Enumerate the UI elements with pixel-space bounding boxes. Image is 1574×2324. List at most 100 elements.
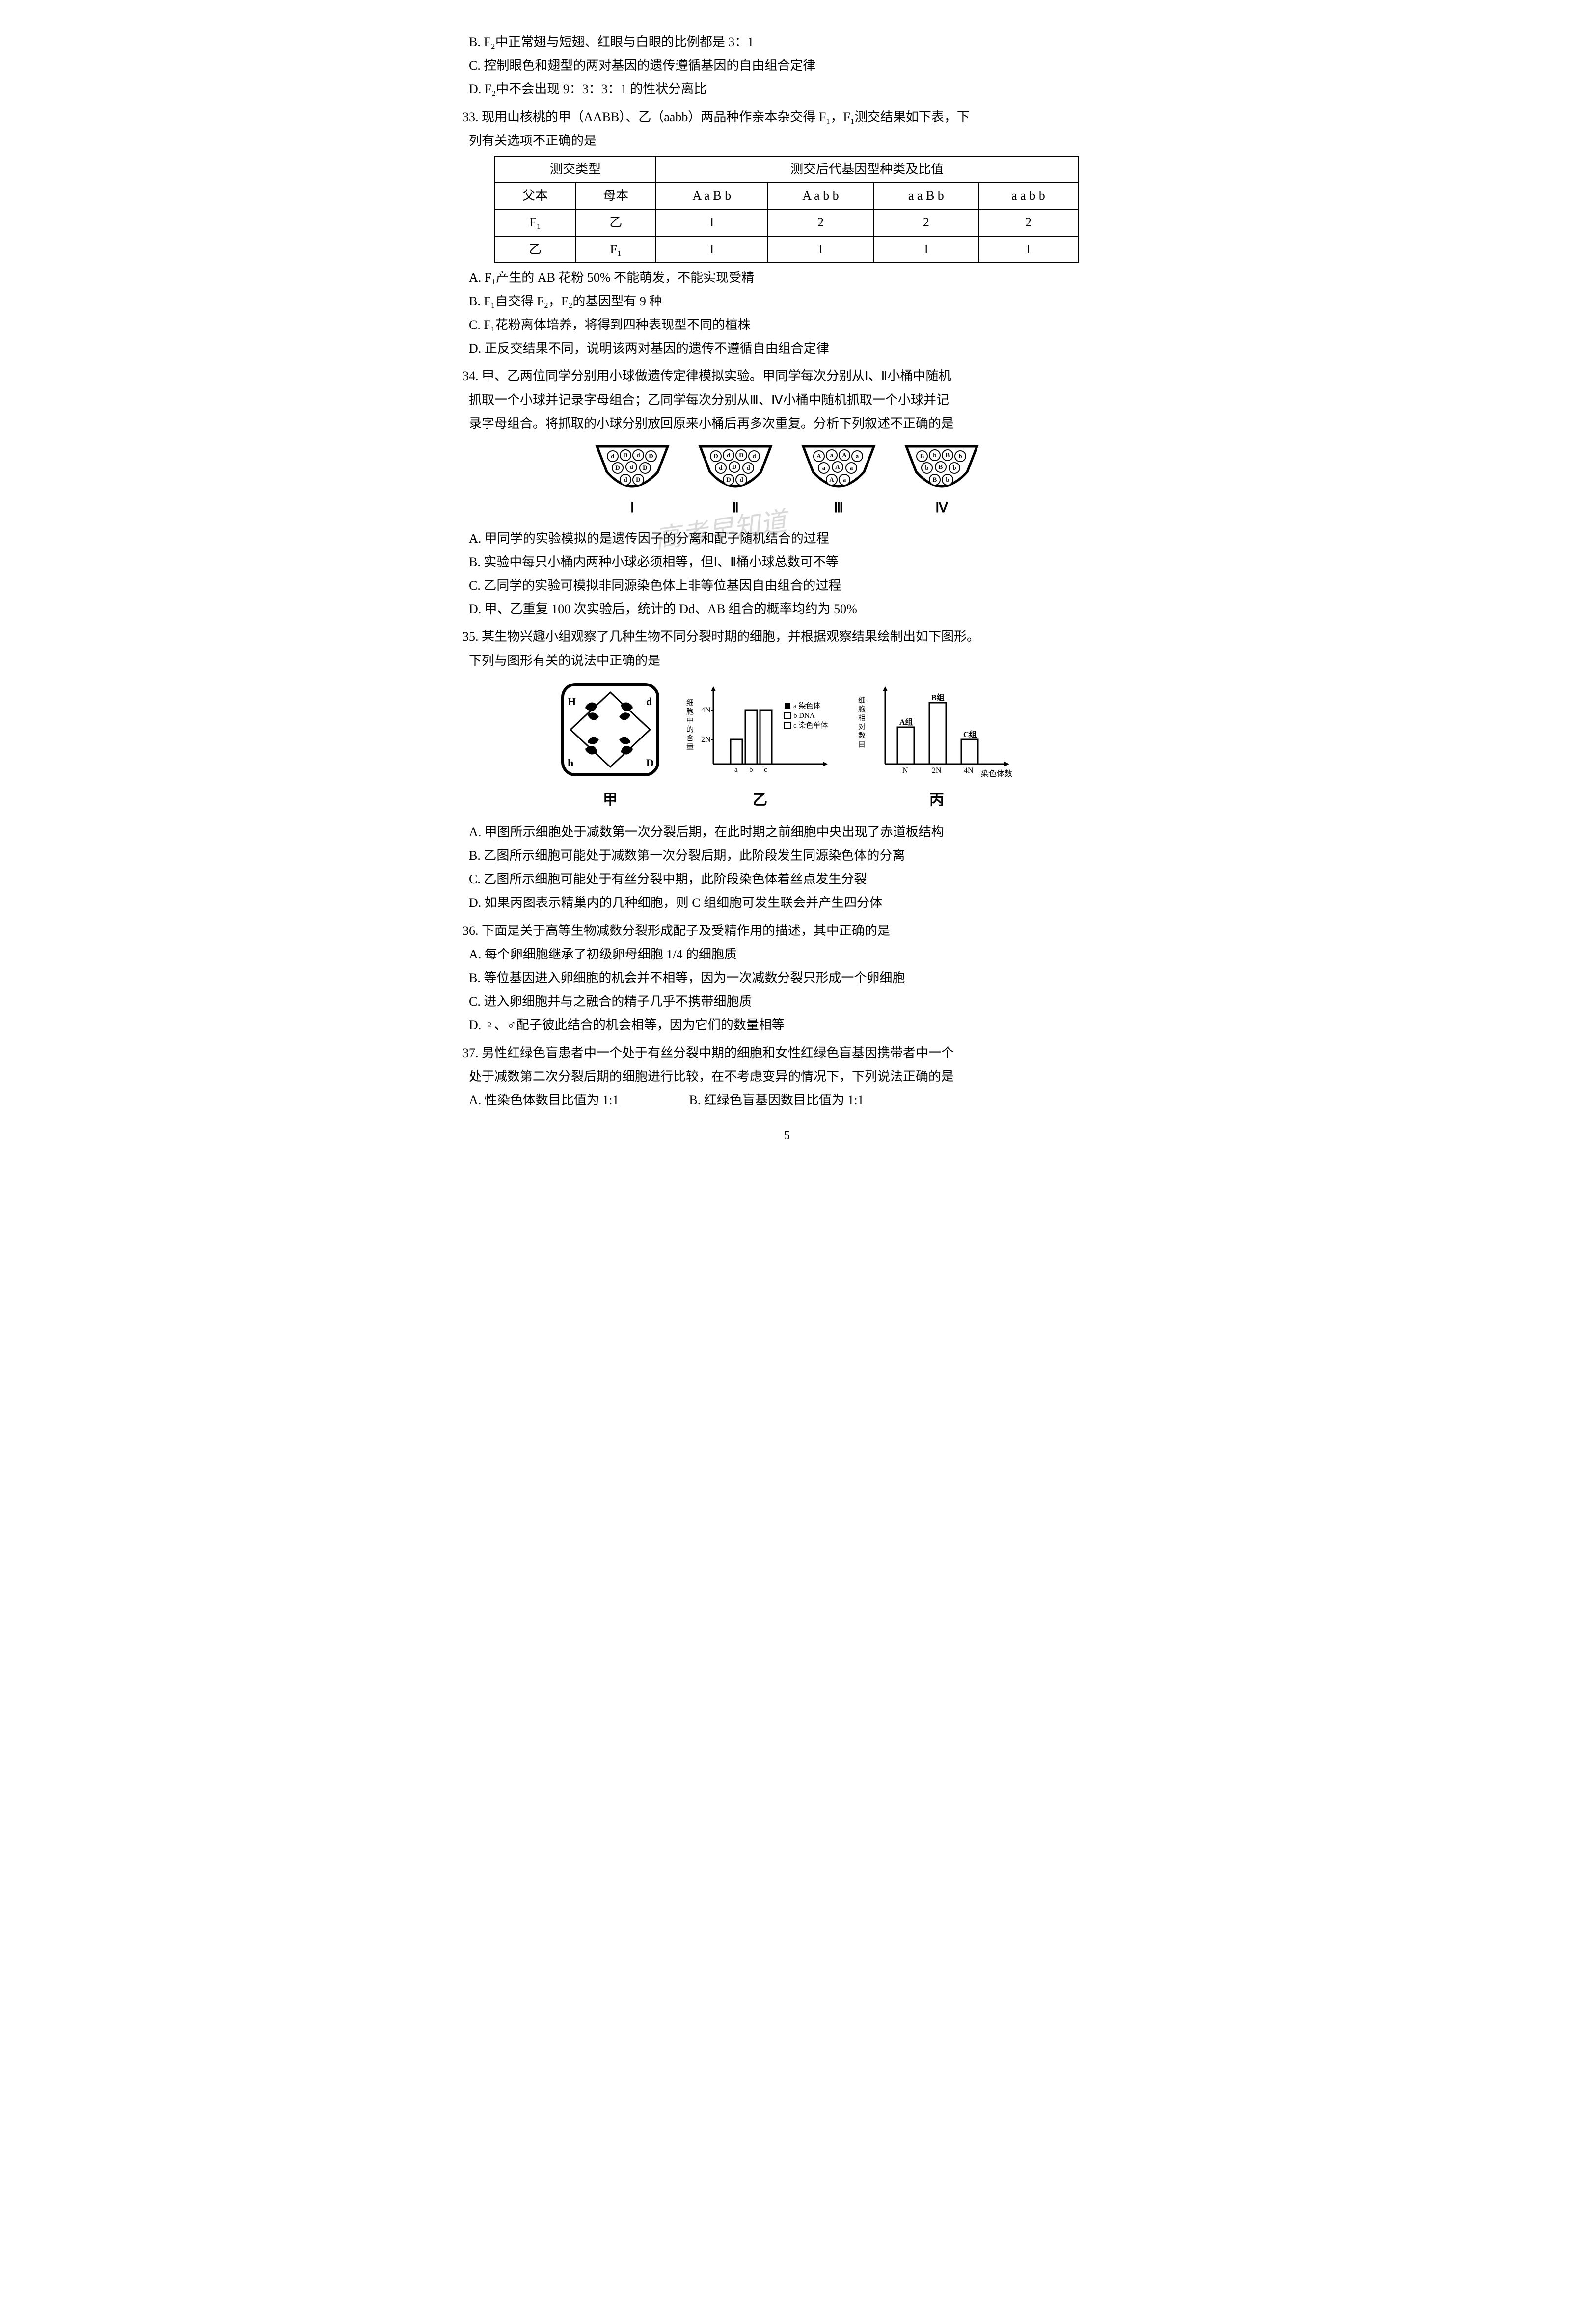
q35-stem: 35. 某生物兴趣小组观察了几种生物不同分裂时期的细胞，并根据观察结果绘制出如下… — [443, 626, 1131, 648]
svg-text:a: a — [830, 451, 834, 459]
svg-text:2N: 2N — [932, 766, 942, 775]
th-right: 测交后代基因型种类及比值 — [656, 156, 1078, 183]
bucket-label-2: Ⅱ — [694, 496, 777, 520]
q33-stem1: 现用山核桃的甲（AABB）、乙（aabb）两品种作亲本杂交得 F₁，F₁测交结果… — [482, 110, 970, 124]
svg-text:D: D — [623, 451, 627, 459]
svg-text:A: A — [842, 451, 847, 459]
fig-label-bing: 丙 — [858, 788, 1015, 813]
svg-text:D: D — [726, 476, 731, 483]
q35-b: B. 乙图所示细胞可能处于减数第一次分裂后期，此阶段发生同源染色体的分离 — [443, 845, 1131, 867]
svg-text:B: B — [939, 463, 943, 470]
q33-table: 测交类型 测交后代基因型种类及比值 父本 母本 A a B b A a b b … — [494, 156, 1079, 263]
q36-stemtext: 下面是关于高等生物减数分裂形成配子及受精作用的描述，其中正确的是 — [482, 924, 890, 938]
svg-text:D: D — [643, 464, 647, 471]
th-father: 父本 — [495, 183, 575, 209]
q37-stem2: 处于减数第二次分裂后期的细胞进行比较，在不考虑变异的情况下，下列说法正确的是 — [443, 1066, 1131, 1088]
svg-text:d: d — [636, 451, 640, 459]
svg-text:D: D — [739, 451, 743, 459]
svg-text:量: 量 — [686, 743, 694, 751]
bucket-2: DdDd dDd Dd Ⅱ — [694, 442, 777, 520]
q37-stem: 37. 男性红绿色盲患者中一个处于有丝分裂中期的细胞和女性红绿色盲基因携带者中一… — [443, 1042, 1131, 1064]
svg-text:B: B — [933, 476, 937, 483]
fig-label-yi: 乙 — [686, 788, 834, 813]
svg-text:4N: 4N — [964, 766, 974, 775]
svg-text:d: d — [611, 452, 615, 460]
q33-stem: 33. 现用山核桃的甲（AABB）、乙（aabb）两品种作亲本杂交得 F₁，F₁… — [443, 107, 1131, 128]
svg-text:b DNA: b DNA — [793, 712, 815, 720]
opt-c: C. 控制眼色和翅型的两对基因的遗传遵循基因的自由组合定律 — [443, 55, 1131, 77]
q34-b: B. 实验中每只小桶内两种小球必须相等，但Ⅰ、Ⅱ桶小球总数可不等 — [443, 551, 1131, 573]
svg-text:b: b — [958, 452, 962, 460]
q36-a: A. 每个卵细胞继承了初级卵母细胞 1/4 的细胞质 — [443, 944, 1131, 965]
svg-text:a: a — [843, 476, 846, 483]
svg-text:d: d — [629, 463, 633, 470]
svg-text:c: c — [764, 766, 767, 774]
svg-text:b: b — [749, 766, 753, 774]
svg-text:B: B — [946, 451, 950, 459]
svg-text:d: d — [624, 476, 627, 483]
svg-text:D: D — [713, 452, 718, 460]
q34-stem: 34. 甲、乙两位同学分别用小球做遗传定律模拟实验。甲同学每次分别从Ⅰ、Ⅱ小桶中… — [443, 365, 1131, 387]
svg-text:A: A — [816, 452, 821, 460]
q35-stem1: 某生物兴趣小组观察了几种生物不同分裂时期的细胞，并根据观察结果绘制出如下图形。 — [482, 629, 979, 644]
q33-c: C. F₁花粉离体培养，将得到四种表现型不同的植株 — [443, 314, 1131, 336]
table-row: F₁ 乙 1 2 2 2 — [495, 209, 1078, 236]
svg-text:b: b — [946, 476, 949, 483]
svg-text:胞: 胞 — [858, 705, 866, 713]
q36-d: D. ♀、♂配子彼此结合的机会相等，因为它们的数量相等 — [443, 1014, 1131, 1036]
table-row: 乙 F₁ 1 1 1 1 — [495, 236, 1078, 263]
fig-yi: 4N 2N a b c a 染色体 b DNA c 染色单体 — [686, 681, 834, 813]
svg-text:数: 数 — [858, 732, 866, 740]
q35-num: 35. — [462, 629, 479, 644]
svg-text:b: b — [925, 464, 928, 471]
svg-text:D: D — [615, 464, 620, 471]
th-left: 测交类型 — [495, 156, 656, 183]
svg-text:的: 的 — [686, 725, 694, 734]
svg-text:胞: 胞 — [686, 708, 694, 716]
svg-text:b: b — [952, 464, 956, 471]
svg-text:对: 对 — [858, 723, 866, 731]
q35-stem2: 下列与图形有关的说法中正确的是 — [443, 650, 1131, 672]
svg-text:D: D — [636, 476, 640, 483]
fig-jia: H d h D 甲 — [559, 681, 662, 813]
q37-a: A. 性染色体数目比值为 1:1 — [469, 1093, 619, 1107]
page-number: 5 — [443, 1126, 1131, 1146]
q36-num: 36. — [462, 924, 479, 938]
opt-d: D. F₂中不会出现 9：3：3：1 的性状分离比 — [443, 79, 1131, 100]
svg-text:N: N — [902, 766, 908, 775]
svg-text:含: 含 — [686, 734, 694, 742]
svg-text:2N: 2N — [701, 736, 711, 744]
q34-num: 34. — [462, 369, 479, 383]
q35-a: A. 甲图所示细胞处于减数第一次分裂后期，在此时期之前细胞中央出现了赤道板结构 — [443, 821, 1131, 843]
bucket-3: AaAa aAa Aa Ⅲ — [797, 442, 880, 520]
svg-text:a 染色体: a 染色体 — [793, 702, 820, 710]
svg-text:a: a — [734, 766, 738, 774]
q34-a: A. 甲同学的实验模拟的是遗传因子的分离和配子随机结合的过程 — [443, 528, 1131, 549]
svg-text:细: 细 — [858, 696, 866, 705]
q34-stem2: 抓取一个小球并记录字母组合；乙同学每次分别从Ⅲ、Ⅳ小桶中随机抓取一个小球并记 — [443, 389, 1131, 411]
q33-b: B. F₁自交得 F₂，F₂的基因型有 9 种 — [443, 291, 1131, 312]
svg-text:B组: B组 — [931, 693, 945, 702]
svg-text:细: 细 — [686, 699, 694, 707]
svg-text:D: D — [732, 463, 736, 470]
q36-c: C. 进入卵细胞并与之融合的精子几乎不携带细胞质 — [443, 991, 1131, 1012]
svg-text:a: a — [822, 464, 826, 471]
svg-text:中: 中 — [686, 716, 694, 725]
q33-stem2: 列有关选项不正确的是 — [443, 130, 1131, 152]
svg-text:D: D — [649, 452, 653, 460]
svg-text:d: d — [727, 451, 731, 459]
bucket-label-1: Ⅰ — [591, 496, 674, 520]
svg-text:C组: C组 — [963, 730, 977, 739]
q34-stem3: 录字母组合。将抓取的小球分别放回原来小桶后再多次重复。分析下列叙述不正确的是 — [443, 413, 1131, 435]
svg-text:d: d — [739, 476, 743, 483]
bucket-1: dDdD DdD dD Ⅰ — [591, 442, 674, 520]
q34-buckets: dDdD DdD dD Ⅰ DdDd dDd Dd — [443, 442, 1131, 520]
q33-num: 33. — [462, 110, 479, 124]
svg-text:a: a — [850, 464, 853, 471]
svg-text:a: a — [856, 452, 859, 460]
q33-a: A. F₁产生的 AB 花粉 50% 不能萌发，不能实现受精 — [443, 267, 1131, 289]
q35-d: D. 如果丙图表示精巢内的几种细胞，则 C 组细胞可发生联会并产生四分体 — [443, 892, 1131, 914]
svg-text:d: d — [746, 464, 750, 471]
svg-text:c 染色单体: c 染色单体 — [793, 721, 828, 730]
q34-c: C. 乙同学的实验可模拟非同源染色体上非等位基因自由组合的过程 — [443, 575, 1131, 597]
